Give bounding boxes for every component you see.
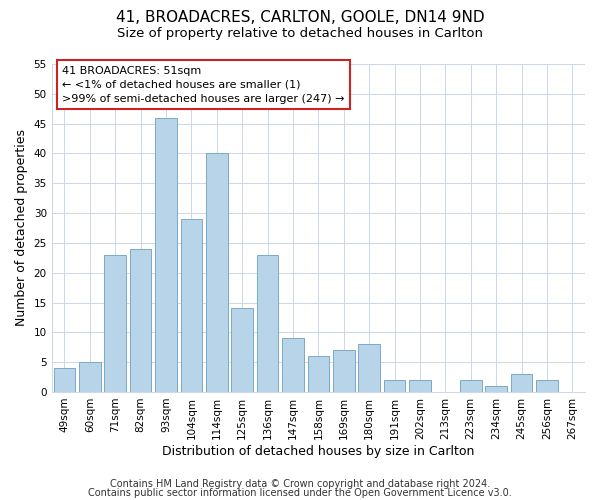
- Bar: [358, 344, 380, 392]
- Text: 41 BROADACRES: 51sqm
← <1% of detached houses are smaller (1)
>99% of semi-detac: 41 BROADACRES: 51sqm ← <1% of detached h…: [62, 66, 345, 104]
- Bar: [181, 219, 202, 392]
- Bar: [79, 362, 101, 392]
- Text: Contains public sector information licensed under the Open Government Licence v3: Contains public sector information licen…: [88, 488, 512, 498]
- Bar: [130, 249, 151, 392]
- Bar: [308, 356, 329, 392]
- Y-axis label: Number of detached properties: Number of detached properties: [15, 130, 28, 326]
- Text: Size of property relative to detached houses in Carlton: Size of property relative to detached ho…: [117, 28, 483, 40]
- X-axis label: Distribution of detached houses by size in Carlton: Distribution of detached houses by size …: [162, 444, 475, 458]
- Bar: [155, 118, 177, 392]
- Bar: [536, 380, 557, 392]
- Bar: [206, 154, 227, 392]
- Bar: [257, 255, 278, 392]
- Bar: [409, 380, 431, 392]
- Bar: [485, 386, 507, 392]
- Bar: [333, 350, 355, 392]
- Bar: [232, 308, 253, 392]
- Bar: [511, 374, 532, 392]
- Bar: [384, 380, 406, 392]
- Text: 41, BROADACRES, CARLTON, GOOLE, DN14 9ND: 41, BROADACRES, CARLTON, GOOLE, DN14 9ND: [116, 10, 484, 25]
- Bar: [460, 380, 482, 392]
- Bar: [282, 338, 304, 392]
- Bar: [53, 368, 75, 392]
- Text: Contains HM Land Registry data © Crown copyright and database right 2024.: Contains HM Land Registry data © Crown c…: [110, 479, 490, 489]
- Bar: [104, 255, 126, 392]
